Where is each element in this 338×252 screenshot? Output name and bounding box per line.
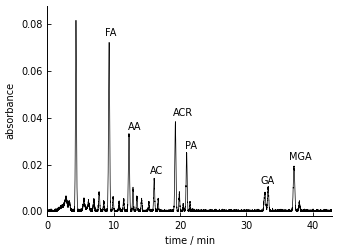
Text: ACR: ACR [173,108,193,118]
Y-axis label: absorbance: absorbance [5,82,16,139]
Text: FA: FA [105,28,117,38]
Text: AC: AC [150,166,164,176]
X-axis label: time / min: time / min [165,236,215,246]
Text: AA: AA [128,122,141,132]
Text: MGA: MGA [289,152,312,162]
Text: PA: PA [185,141,197,150]
Text: GA: GA [261,176,275,186]
